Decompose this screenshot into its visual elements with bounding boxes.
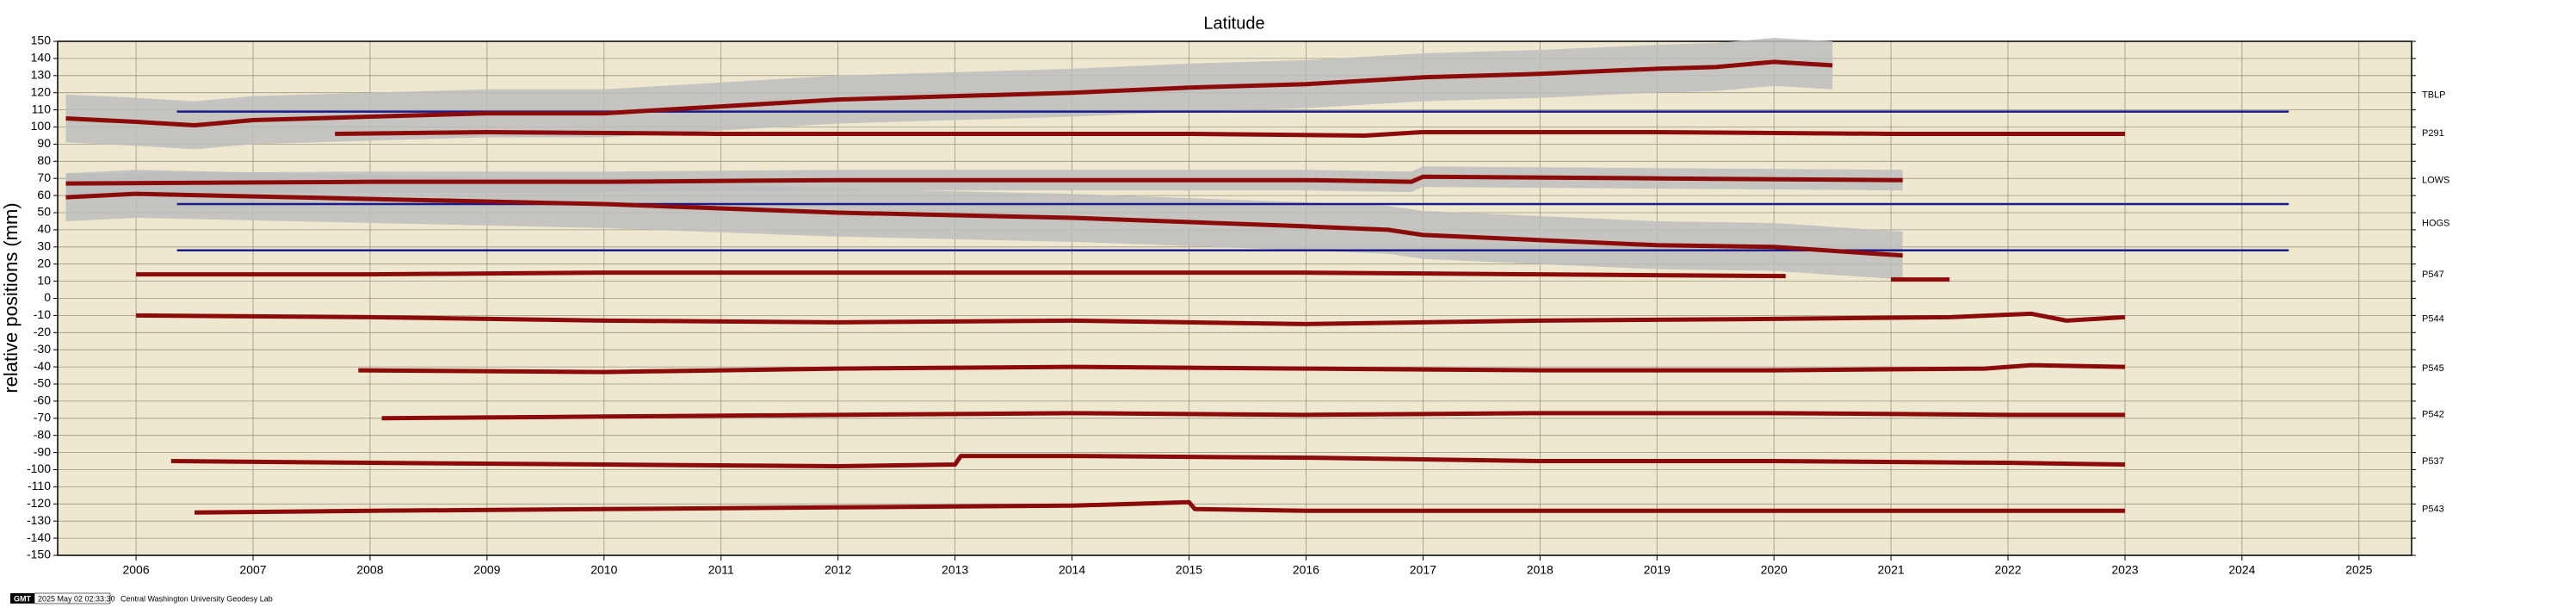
y-tick-label: -80: [34, 427, 51, 441]
x-tick-label: 2018: [1527, 563, 1554, 577]
uncertainty-band: [65, 170, 1903, 280]
y-tick-label: 70: [37, 170, 51, 184]
y-tick-label: -110: [28, 479, 51, 492]
y-axis-label: relative positions (mm): [0, 202, 22, 393]
y-tick-label: -90: [34, 444, 51, 458]
y-tick-label: -60: [34, 393, 51, 407]
y-tick-label: 40: [37, 222, 51, 236]
series-line: [381, 411, 2125, 421]
x-tick-label: 2010: [590, 563, 617, 577]
x-tick-label: 2015: [1176, 563, 1202, 577]
y-tick-label: 100: [31, 119, 52, 133]
series-line: [65, 174, 1903, 186]
x-tick-label: 2013: [942, 563, 968, 577]
series-line: [170, 454, 2125, 469]
timestamp-box: [34, 592, 111, 604]
x-tick-label: 2020: [1761, 563, 1788, 577]
x-tick-label: 2023: [2111, 563, 2138, 577]
y-tick-label: 80: [37, 153, 51, 167]
x-tick-label: 2025: [2345, 563, 2372, 577]
y-tick-label: 110: [32, 102, 52, 115]
series-line: [65, 59, 1833, 128]
y-tick-label: 20: [37, 256, 51, 269]
y-tick-label: -130: [27, 513, 51, 527]
y-tick-label: -120: [27, 496, 51, 510]
y-tick-label: 140: [31, 51, 52, 65]
x-tick-label: 2007: [239, 563, 266, 577]
x-tick-label: 2019: [1644, 563, 1671, 577]
series-line: [195, 499, 2125, 515]
logo-box: [10, 593, 34, 604]
series-line: [136, 270, 1950, 282]
station-label: P291: [2422, 128, 2444, 139]
timestamp: 2025 May 02 02:33:30: [38, 594, 115, 603]
y-tick-label: 10: [37, 273, 51, 287]
y-tick-label: -40: [34, 359, 51, 373]
x-tick-label: 2021: [1878, 563, 1905, 577]
y-tick-label: -70: [34, 411, 51, 424]
x-tick-label: 2011: [708, 563, 734, 577]
station-label: P545: [2422, 363, 2444, 374]
chart-title: Latitude: [1203, 14, 1264, 33]
y-tick-label: 0: [44, 290, 51, 304]
x-tick-label: 2017: [1410, 563, 1436, 577]
y-tick-label: 130: [31, 68, 52, 82]
y-tick-label: -140: [27, 530, 51, 544]
x-tick-label: 2016: [1293, 563, 1319, 577]
y-tick-label: 150: [31, 34, 52, 47]
series-line: [335, 129, 2125, 138]
station-label: P543: [2422, 504, 2444, 514]
station-label: LOWS: [2422, 175, 2449, 185]
station-label: P542: [2422, 410, 2444, 420]
y-tick-label: -100: [27, 461, 51, 475]
y-tick-label: 120: [31, 84, 52, 98]
x-tick-label: 2014: [1059, 563, 1085, 577]
plot-frame: [57, 40, 2412, 556]
credit: Central Washington University Geodesy La…: [120, 594, 273, 603]
logo: GMT: [14, 594, 31, 603]
y-tick-label: -50: [34, 376, 51, 390]
station-label: HOGS: [2422, 218, 2449, 228]
uncertainty-band: [65, 38, 1833, 150]
y-tick-label: 50: [37, 205, 51, 219]
station-label: P547: [2422, 269, 2444, 280]
x-tick-label: 2012: [825, 563, 851, 577]
x-tick-label: 2022: [1994, 563, 2021, 577]
station-label: P544: [2422, 313, 2444, 324]
y-tick-label: -150: [27, 548, 51, 561]
y-tick-label: -20: [34, 325, 51, 338]
series-line: [358, 362, 2126, 375]
y-tick-label: 60: [37, 188, 51, 201]
x-tick-label: 2009: [473, 563, 500, 577]
y-tick-label: 90: [37, 136, 51, 150]
x-tick-label: 2006: [122, 563, 149, 577]
series-line: [136, 311, 2126, 326]
y-tick-label: -30: [34, 342, 51, 356]
station-label: TBLP: [2422, 90, 2446, 101]
y-tick-label: 30: [37, 239, 51, 253]
x-tick-label: 2024: [2228, 563, 2255, 577]
series-line: [65, 191, 1903, 258]
x-tick-label: 2008: [356, 563, 383, 577]
y-tick-label: -10: [34, 307, 51, 321]
station-label: P537: [2422, 456, 2444, 467]
